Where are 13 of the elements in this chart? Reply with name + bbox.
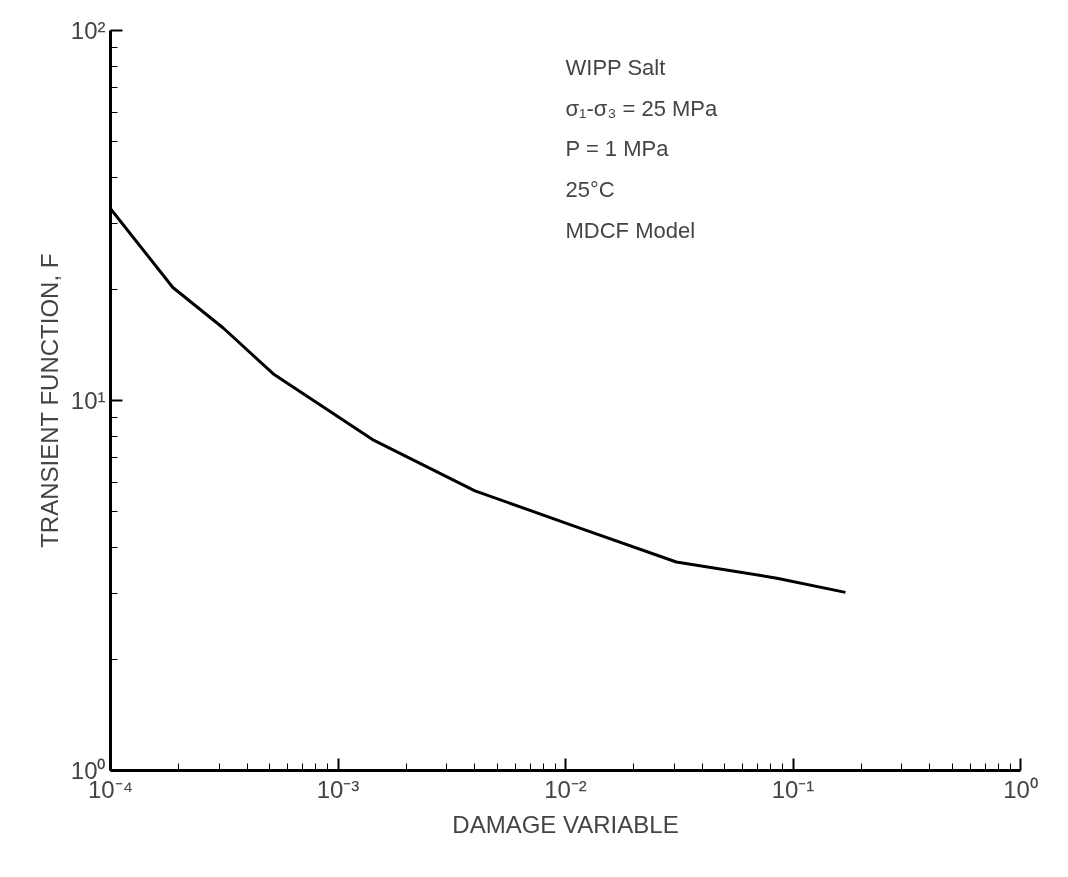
y-tick-label: 10¹ xyxy=(70,387,106,414)
annotation: σ₁-σ₃ = 25 MPa xyxy=(565,95,719,121)
y-axis-title: TRANSIENT FUNCTION, F xyxy=(35,253,63,548)
x-tick-label: 10⁻² xyxy=(544,775,587,803)
annotation: WIPP Salt xyxy=(565,55,666,80)
y-tick-label: 10² xyxy=(70,17,106,44)
x-tick-label: 10⁻³ xyxy=(316,775,360,803)
x-tick-label: 10⁰ xyxy=(1003,775,1038,803)
x-tick-label: 10⁻¹ xyxy=(771,775,815,803)
annotation: MDCF Model xyxy=(565,217,696,243)
annotation: P = 1 MPa xyxy=(565,136,670,162)
x-axis-title: DAMAGE VARIABLE xyxy=(452,810,679,838)
annotation: 25°C xyxy=(565,177,615,203)
